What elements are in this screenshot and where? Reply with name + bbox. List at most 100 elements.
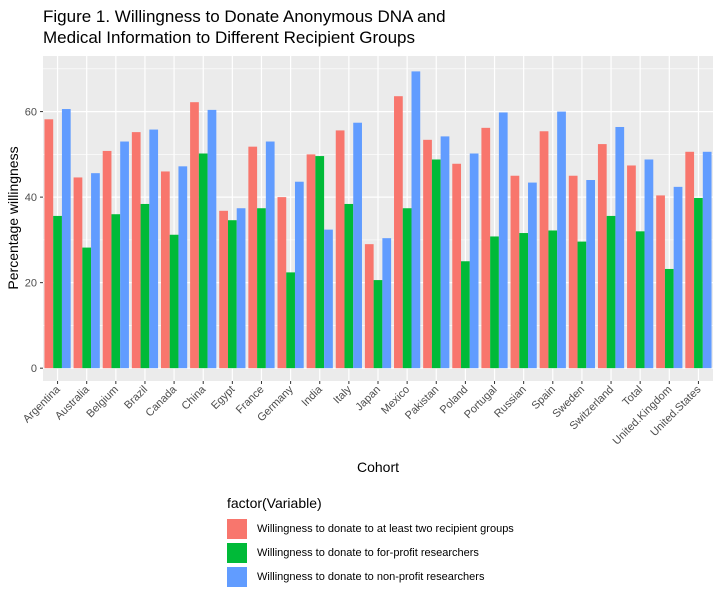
bar: [160, 171, 170, 369]
bar: [423, 139, 432, 369]
bar: [248, 146, 258, 369]
legend-key: [227, 519, 247, 539]
bar: [149, 129, 159, 369]
bar: [286, 272, 295, 369]
x-tick-label: Canada: [143, 383, 179, 419]
y-tick-label: 40: [25, 192, 37, 204]
y-tick-label: 60: [25, 107, 37, 119]
bar: [519, 233, 529, 369]
bar: [44, 119, 54, 369]
bar: [656, 195, 665, 369]
bar: [644, 159, 654, 369]
legend-label: Willingness to donate to for-profit rese…: [257, 547, 479, 559]
bar: [265, 141, 275, 369]
bar: [324, 229, 333, 369]
bar: [586, 180, 596, 369]
bar: [498, 112, 508, 369]
bar: [236, 208, 246, 369]
bar: [510, 175, 520, 369]
x-tick-label: Italy: [331, 383, 354, 406]
bar: [315, 156, 325, 369]
bar: [673, 186, 683, 369]
chart-title-line-1: Figure 1. Willingness to Donate Anonymou…: [43, 7, 446, 26]
x-tick-label: Portugal: [462, 384, 499, 421]
bar: [140, 203, 150, 369]
bar: [82, 247, 92, 369]
bar: [373, 280, 383, 369]
bar: [411, 71, 421, 369]
bar: [111, 214, 121, 369]
bar: [190, 102, 199, 369]
bar: [207, 109, 217, 369]
bar: [452, 163, 462, 369]
chart-title: Figure 1. Willingness to Donate Anonymou…: [43, 6, 446, 48]
bar: [431, 159, 441, 369]
chart-title-line-2: Medical Information to Different Recipie…: [43, 28, 415, 47]
bar: [53, 215, 62, 369]
bar: [635, 231, 645, 369]
bar: [353, 122, 362, 369]
bar: [702, 151, 712, 369]
legend-label: Willingness to donate to at least two re…: [257, 523, 514, 535]
bar: [440, 136, 450, 369]
bar: [557, 111, 566, 369]
bar: [685, 151, 695, 369]
x-tick-label: Belgium: [84, 384, 121, 421]
bar: [577, 241, 587, 369]
bar: [294, 181, 304, 369]
y-tick-label: 20: [25, 278, 37, 290]
bar: [382, 238, 392, 369]
bar: [198, 153, 208, 369]
legend-key: [227, 567, 247, 587]
bar: [277, 197, 287, 369]
bar: [306, 154, 316, 369]
bar: [481, 127, 491, 369]
bar: [394, 96, 403, 369]
legend-item: Willingness to donate to at least two re…: [227, 517, 514, 541]
legend-title: factor(Variable): [227, 495, 322, 511]
bar: [568, 175, 578, 369]
legend-key: [227, 543, 247, 563]
x-tick-label: China: [180, 383, 209, 412]
bar: [344, 203, 354, 369]
bar: [257, 208, 266, 369]
bar: [606, 215, 616, 369]
x-tick-label: Total: [620, 384, 645, 409]
legend-item: Willingness to donate to non-profit rese…: [227, 565, 514, 589]
bar: [528, 182, 537, 369]
bar: [91, 173, 100, 369]
legend-items: Willingness to donate to at least two re…: [227, 517, 514, 589]
legend-item: Willingness to donate to for-profit rese…: [227, 541, 514, 565]
bar: [627, 165, 636, 369]
bar: [461, 261, 470, 369]
y-axis: 0 20 40 60: [25, 107, 43, 375]
bar: [227, 220, 237, 369]
bar: [539, 131, 549, 369]
x-tick-label: India: [300, 383, 326, 409]
bar: [469, 153, 479, 369]
bar: [615, 126, 625, 369]
bar: [178, 166, 188, 369]
x-axis-title: Cohort: [357, 459, 399, 475]
bar: [61, 109, 71, 369]
bar: [73, 177, 83, 369]
bar: [402, 208, 412, 369]
bar: [102, 150, 112, 369]
bar: [120, 141, 129, 369]
bar: [219, 210, 228, 369]
x-tick-label: Russian: [492, 384, 529, 421]
bar: [335, 130, 345, 369]
legend: factor(Variable) Willingness to donate t…: [227, 495, 514, 589]
bar: [364, 244, 374, 369]
legend-label: Willingness to donate to non-profit rese…: [257, 571, 485, 583]
bar: [664, 268, 674, 369]
bar: [597, 144, 607, 369]
bar: [131, 132, 141, 369]
bar: [169, 234, 179, 369]
y-axis-title: Percentage willingness: [5, 146, 21, 289]
bar: [694, 197, 703, 369]
bars: [44, 71, 712, 369]
y-tick-label: 0: [31, 363, 37, 375]
